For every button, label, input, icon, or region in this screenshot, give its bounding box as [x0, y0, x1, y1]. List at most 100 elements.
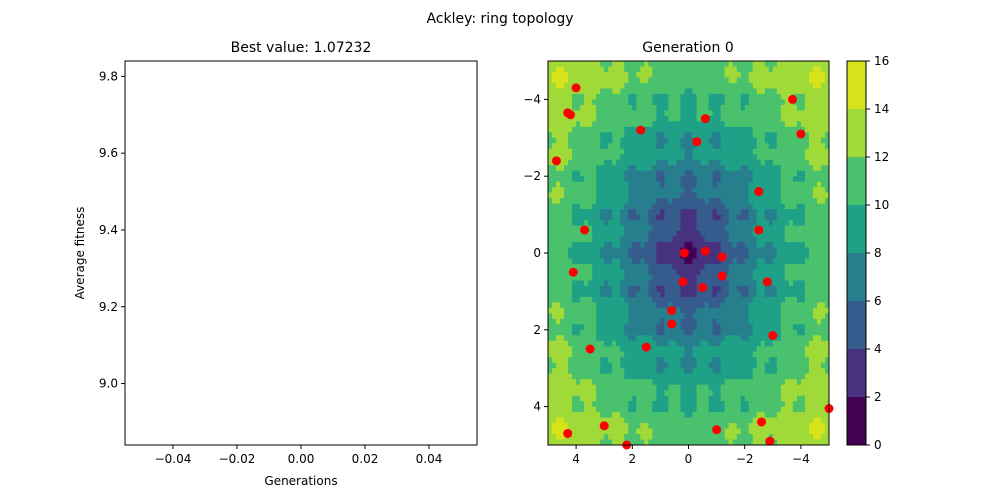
contour-cell: [660, 99, 665, 105]
contour-cell: [564, 401, 569, 407]
contour-cell: [689, 105, 694, 111]
contour-cell: [797, 379, 802, 385]
contour-cell: [592, 149, 597, 155]
contour-cell: [773, 258, 778, 264]
contour-cell: [588, 401, 593, 407]
contour-cell: [701, 401, 706, 407]
contour-cell: [705, 226, 710, 232]
contour-cell: [789, 418, 794, 424]
contour-cell: [789, 319, 794, 325]
contour-cell: [596, 368, 601, 374]
contour-cell: [548, 88, 553, 94]
contour-cell: [556, 253, 561, 259]
contour-cell: [584, 275, 589, 281]
contour-cell: [624, 198, 629, 204]
contour-cell: [548, 198, 553, 204]
contour-cell: [817, 132, 822, 138]
particle-marker: [600, 421, 609, 430]
contour-cell: [821, 412, 826, 418]
contour-cell: [660, 385, 665, 391]
contour-cell: [737, 418, 742, 424]
contour-cell: [556, 275, 561, 281]
contour-cell: [664, 105, 669, 111]
contour-cell: [660, 204, 665, 210]
contour-cell: [620, 198, 625, 204]
contour-cell: [693, 105, 698, 111]
contour-cell: [813, 83, 818, 89]
contour-cell: [640, 242, 645, 248]
contour-cell: [705, 165, 710, 171]
contour-cell: [689, 280, 694, 286]
contour-cell: [701, 209, 706, 215]
contour-cell: [717, 127, 722, 133]
contour-cell: [664, 204, 669, 210]
contour-cell: [628, 226, 633, 232]
contour-cell: [584, 429, 589, 435]
contour-cell: [568, 313, 573, 319]
contour-cell: [588, 160, 593, 166]
contour-cell: [672, 335, 677, 341]
contour-cell: [801, 269, 806, 275]
contour-cell: [648, 176, 653, 182]
contour-cell: [632, 341, 637, 347]
contour-cell: [765, 105, 770, 111]
contour-cell: [628, 110, 633, 116]
contour-cell: [733, 83, 738, 89]
contour-cell: [757, 396, 762, 402]
contour-cell: [741, 154, 746, 160]
contour-cell: [624, 401, 629, 407]
contour-cell: [745, 154, 750, 160]
contour-cell: [668, 385, 673, 391]
contour-cell: [608, 149, 613, 155]
contour-cell: [745, 99, 750, 105]
contour-cell: [709, 121, 714, 127]
contour-cell: [548, 379, 553, 385]
contour-cell: [652, 324, 657, 330]
contour-cell: [576, 127, 581, 133]
contour-cell: [821, 231, 826, 237]
contour-cell: [725, 280, 730, 286]
contour-cell: [729, 352, 734, 358]
contour-cell: [717, 171, 722, 177]
particle-marker: [754, 187, 763, 196]
contour-cell: [789, 324, 794, 330]
contour-cell: [817, 248, 822, 254]
contour-cell: [676, 313, 681, 319]
contour-cell: [592, 143, 597, 149]
contour-cell: [753, 220, 758, 226]
contour-cell: [801, 423, 806, 429]
contour-cell: [693, 396, 698, 402]
contour-cell: [664, 335, 669, 341]
contour-cell: [628, 374, 633, 380]
contour-cell: [717, 61, 722, 67]
contour-cell: [817, 127, 822, 133]
contour-cell: [737, 110, 742, 116]
contour-cell: [745, 258, 750, 264]
contour-cell: [608, 297, 613, 303]
contour-cell: [709, 182, 714, 188]
contour-cell: [693, 335, 698, 341]
contour-cell: [604, 121, 609, 127]
contour-cell: [620, 182, 625, 188]
contour-cell: [552, 61, 557, 67]
contour-cell: [769, 264, 774, 270]
contour-cell: [713, 313, 718, 319]
contour-cell: [797, 363, 802, 369]
contour-cell: [701, 94, 706, 100]
contour-cell: [757, 412, 762, 418]
colorbar-band: [847, 205, 866, 253]
contour-cell: [785, 363, 790, 369]
contour-cell: [596, 209, 601, 215]
contour-cell: [693, 165, 698, 171]
contour-cell: [588, 319, 593, 325]
contour-cell: [801, 248, 806, 254]
contour-cell: [552, 127, 557, 133]
contour-cell: [793, 379, 798, 385]
contour-cell: [596, 302, 601, 308]
contour-cell: [592, 319, 597, 325]
contour-cell: [684, 297, 689, 303]
contour-cell: [765, 149, 770, 155]
contour-cell: [765, 297, 770, 303]
contour-cell: [705, 198, 710, 204]
contour-cell: [576, 253, 581, 259]
